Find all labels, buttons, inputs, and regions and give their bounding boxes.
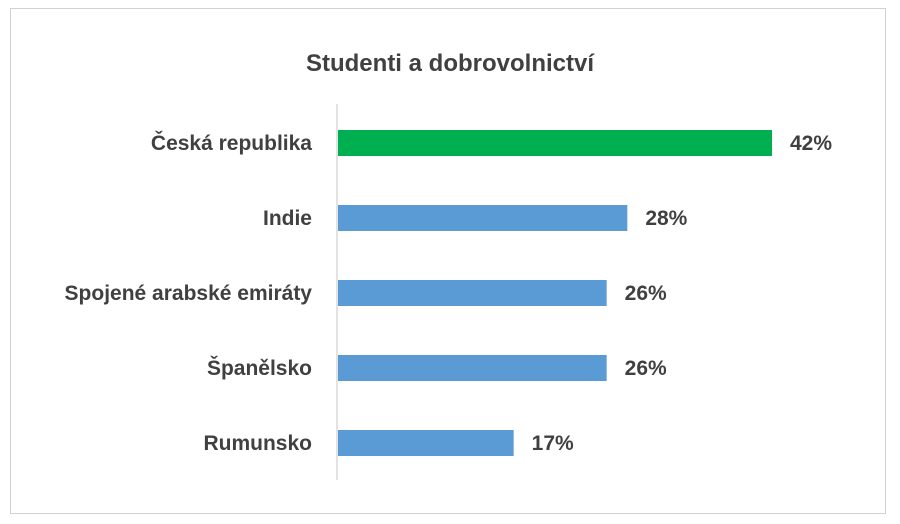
category-label-4: Španělsko (207, 356, 312, 380)
value-label-1: 42% (790, 132, 832, 155)
bar-1 (338, 130, 772, 156)
bar-4 (338, 355, 607, 381)
bars-group: Česká republika 42% Indie 28% Spojené arabsk… (65, 130, 832, 456)
value-label-2: 28% (645, 207, 687, 230)
value-label-3: 26% (625, 282, 667, 305)
value-label-4: 26% (625, 357, 667, 380)
category-label-2: Indie (263, 207, 312, 230)
bar-5 (338, 430, 514, 456)
category-label-3: Spojené arabské emiráty (65, 282, 313, 305)
value-label-5: 17% (532, 432, 574, 455)
category-label-5: Rumunsko (203, 432, 312, 455)
chart-frame (10, 8, 886, 514)
bar-3 (338, 280, 607, 306)
bar-2 (338, 205, 628, 231)
chart-title: Studenti a dobrovolnictví (306, 50, 595, 77)
category-label-1: Česká republika (151, 131, 312, 155)
